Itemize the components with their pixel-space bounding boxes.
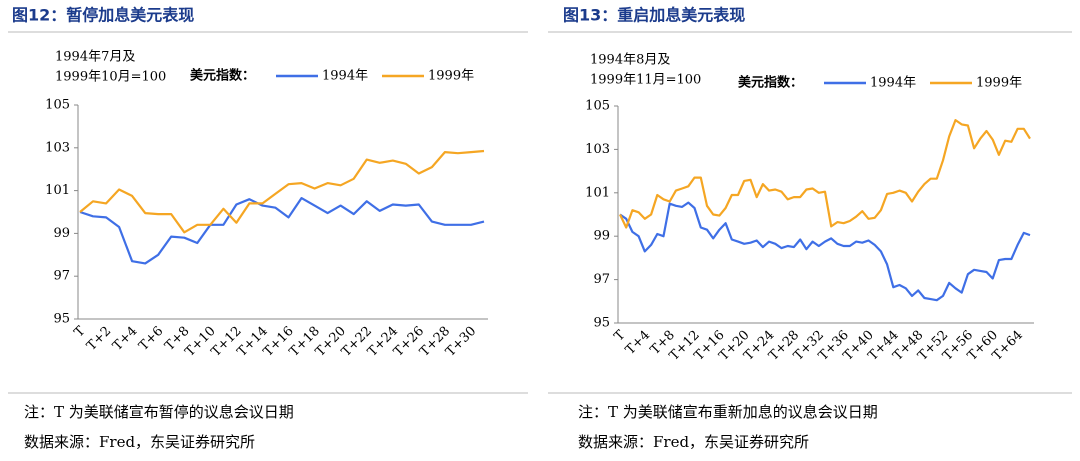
legend-label: 1994年	[322, 69, 368, 84]
y-axis-label: 1994年7月及	[55, 50, 135, 65]
chart-title: 图12：暂停加息美元表现	[12, 6, 194, 25]
x-tick-label: T	[72, 323, 89, 340]
legend-label: 1994年	[870, 76, 916, 91]
x-tick-label: T+2	[84, 324, 114, 354]
note: 注：T 为美联储宣布重新加息的议息会议日期	[578, 403, 878, 421]
series-line	[79, 197, 485, 265]
x-tick-label: T	[612, 327, 629, 344]
y-axis-label: 1999年11月=100	[590, 73, 701, 88]
y-tick-label: 105	[45, 98, 70, 113]
y-axis-label: 1994年8月及	[590, 53, 670, 68]
note: 数据来源：Fred，东吴证券研究所	[24, 433, 255, 451]
x-tick-label: T+30	[443, 324, 479, 360]
y-tick-label: 95	[593, 316, 610, 331]
chart-title: 图13：重启加息美元表现	[563, 6, 745, 25]
x-tick-label: T+6	[136, 324, 166, 354]
note: 数据来源：Fred，东吴证券研究所	[578, 433, 809, 451]
series-line	[619, 201, 1031, 302]
y-tick-label: 95	[53, 312, 70, 327]
y-tick-label: 101	[585, 185, 610, 200]
y-tick-label: 103	[45, 140, 70, 155]
x-tick-label: T+4	[110, 324, 140, 354]
y-tick-label: 103	[585, 142, 610, 157]
series-line	[79, 149, 485, 234]
series-line	[619, 119, 1031, 229]
y-axis-label: 1999年10月=100	[55, 70, 166, 85]
legend-title: 美元指数：	[738, 75, 803, 91]
legend-label: 1999年	[428, 69, 474, 84]
legend-title: 美元指数：	[190, 68, 255, 84]
legend-label: 1999年	[976, 76, 1022, 91]
x-tick-label: T+4	[623, 328, 653, 358]
y-tick-label: 97	[593, 272, 610, 287]
y-tick-label: 99	[593, 229, 610, 244]
y-tick-label: 97	[53, 269, 70, 284]
y-tick-label: 101	[45, 183, 70, 198]
y-tick-label: 99	[53, 226, 70, 241]
y-tick-label: 105	[585, 99, 610, 114]
note: 注：T 为美联储宣布暂停的议息会议日期	[24, 403, 294, 421]
